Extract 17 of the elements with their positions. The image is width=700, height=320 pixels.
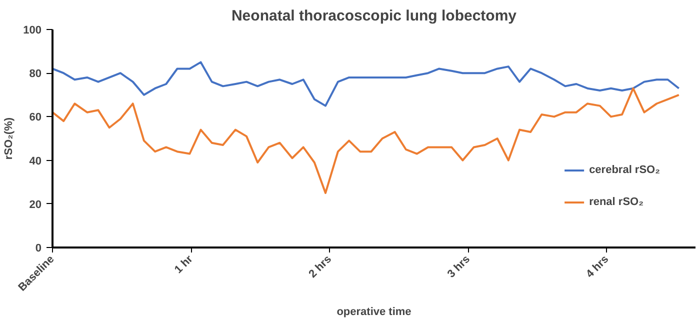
legend-label: cerebral rSO₂	[589, 164, 660, 176]
legend-label: renal rSO₂	[589, 196, 644, 208]
line-series	[52, 61, 680, 107]
chart-title: Neonatal thoracoscopic lung lobectomy	[231, 8, 518, 24]
y-tick-label: 0	[35, 242, 42, 254]
y-tick-label: 80	[29, 68, 42, 80]
x-tick-label: 3 hrs	[445, 253, 472, 280]
line-series	[52, 87, 680, 194]
x-tick-label: 2 hrs	[306, 253, 334, 280]
y-axis-title: rSO₂(%)	[3, 117, 16, 160]
x-axis-title: operative time	[336, 306, 412, 318]
x-tick-label: 4 hrs	[584, 253, 612, 280]
y-tick-label: 60	[29, 112, 42, 124]
y-tick-label: 40	[29, 155, 42, 168]
x-tick-label: 1 hr	[172, 252, 196, 276]
y-tick-label: 100	[23, 24, 42, 36]
y-tick-label: 20	[29, 198, 42, 211]
